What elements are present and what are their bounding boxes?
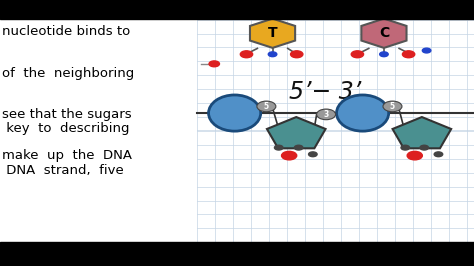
Circle shape: [240, 51, 253, 58]
Circle shape: [291, 51, 303, 58]
Circle shape: [282, 151, 297, 160]
Bar: [197, 19, 474, 130]
Circle shape: [317, 109, 336, 120]
Polygon shape: [392, 117, 451, 148]
Polygon shape: [250, 19, 295, 48]
Polygon shape: [267, 117, 326, 148]
Circle shape: [268, 52, 277, 57]
Circle shape: [309, 152, 317, 157]
Circle shape: [422, 48, 431, 53]
Circle shape: [434, 152, 443, 157]
Circle shape: [257, 101, 276, 112]
Circle shape: [274, 145, 283, 150]
Text: 5’− 3’: 5’− 3’: [289, 80, 361, 104]
Bar: [0, 0, 474, 19]
Circle shape: [402, 51, 415, 58]
Text: 3: 3: [323, 110, 329, 119]
Text: of  the  neighboring: of the neighboring: [2, 66, 135, 80]
Text: DNA  strand,  five: DNA strand, five: [2, 164, 124, 177]
Text: C: C: [379, 26, 389, 40]
Bar: [0, 242, 474, 266]
Text: T: T: [268, 26, 277, 40]
Ellipse shape: [337, 95, 389, 131]
Circle shape: [383, 101, 402, 112]
Circle shape: [294, 145, 303, 150]
Text: 5: 5: [390, 102, 395, 111]
Text: 5: 5: [264, 102, 269, 111]
Circle shape: [380, 52, 388, 57]
Circle shape: [420, 145, 428, 150]
Circle shape: [351, 51, 364, 58]
Circle shape: [401, 145, 410, 150]
Circle shape: [407, 151, 422, 160]
Text: make  up  the  DNA: make up the DNA: [2, 149, 132, 162]
Text: nucleotide binds to: nucleotide binds to: [2, 25, 131, 38]
Bar: [0, 19, 197, 242]
Circle shape: [209, 61, 219, 67]
Bar: [197, 130, 474, 242]
Text: see that the sugars: see that the sugars: [2, 108, 132, 121]
Polygon shape: [361, 19, 407, 48]
Ellipse shape: [209, 95, 261, 131]
Text: key  to  describing: key to describing: [2, 122, 130, 135]
